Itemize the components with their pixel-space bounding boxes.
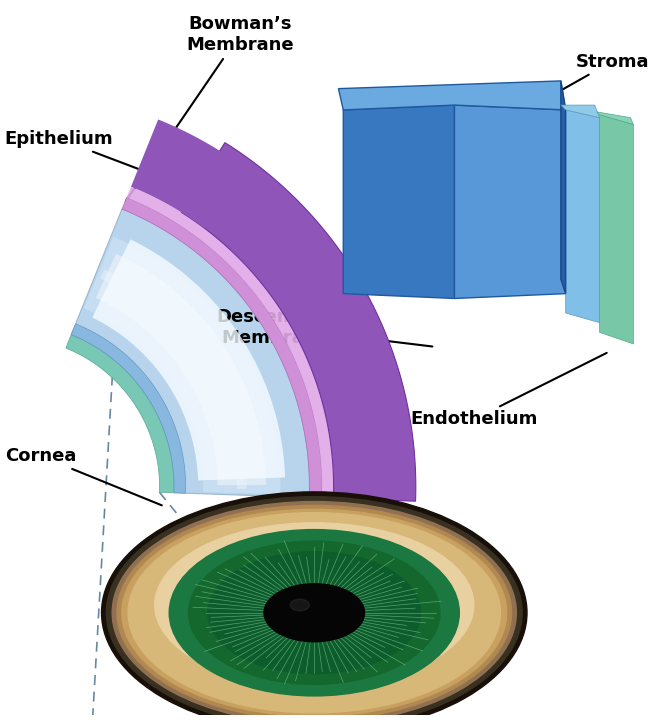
Ellipse shape: [112, 502, 516, 724]
Ellipse shape: [106, 497, 522, 726]
Polygon shape: [561, 105, 599, 118]
Polygon shape: [84, 237, 280, 494]
Polygon shape: [561, 81, 566, 293]
Polygon shape: [597, 112, 634, 124]
Polygon shape: [599, 115, 634, 344]
Text: Descemet’s
Membrane: Descemet’s Membrane: [216, 308, 432, 347]
Polygon shape: [71, 324, 185, 493]
Polygon shape: [131, 120, 248, 229]
Polygon shape: [455, 105, 566, 298]
Polygon shape: [100, 270, 247, 489]
Text: Epithelium: Epithelium: [5, 130, 228, 203]
Polygon shape: [92, 240, 285, 481]
Ellipse shape: [128, 513, 500, 713]
Text: Bowman’s
Membrane: Bowman’s Membrane: [126, 15, 294, 201]
Ellipse shape: [154, 523, 474, 688]
Polygon shape: [96, 254, 266, 485]
Polygon shape: [122, 197, 322, 498]
Text: Endothelium: Endothelium: [410, 353, 607, 428]
Ellipse shape: [102, 492, 527, 726]
Ellipse shape: [122, 509, 507, 717]
Ellipse shape: [189, 541, 440, 685]
Polygon shape: [339, 81, 566, 110]
Polygon shape: [566, 110, 599, 322]
Ellipse shape: [264, 584, 364, 642]
Ellipse shape: [208, 552, 420, 674]
Ellipse shape: [169, 529, 459, 696]
Polygon shape: [71, 209, 310, 497]
Polygon shape: [182, 142, 416, 501]
Ellipse shape: [117, 505, 512, 720]
Text: Cornea: Cornea: [5, 447, 162, 505]
Polygon shape: [343, 105, 455, 298]
Polygon shape: [66, 335, 174, 493]
Ellipse shape: [290, 599, 310, 611]
Polygon shape: [127, 187, 333, 498]
Text: Stroma: Stroma: [515, 52, 649, 116]
